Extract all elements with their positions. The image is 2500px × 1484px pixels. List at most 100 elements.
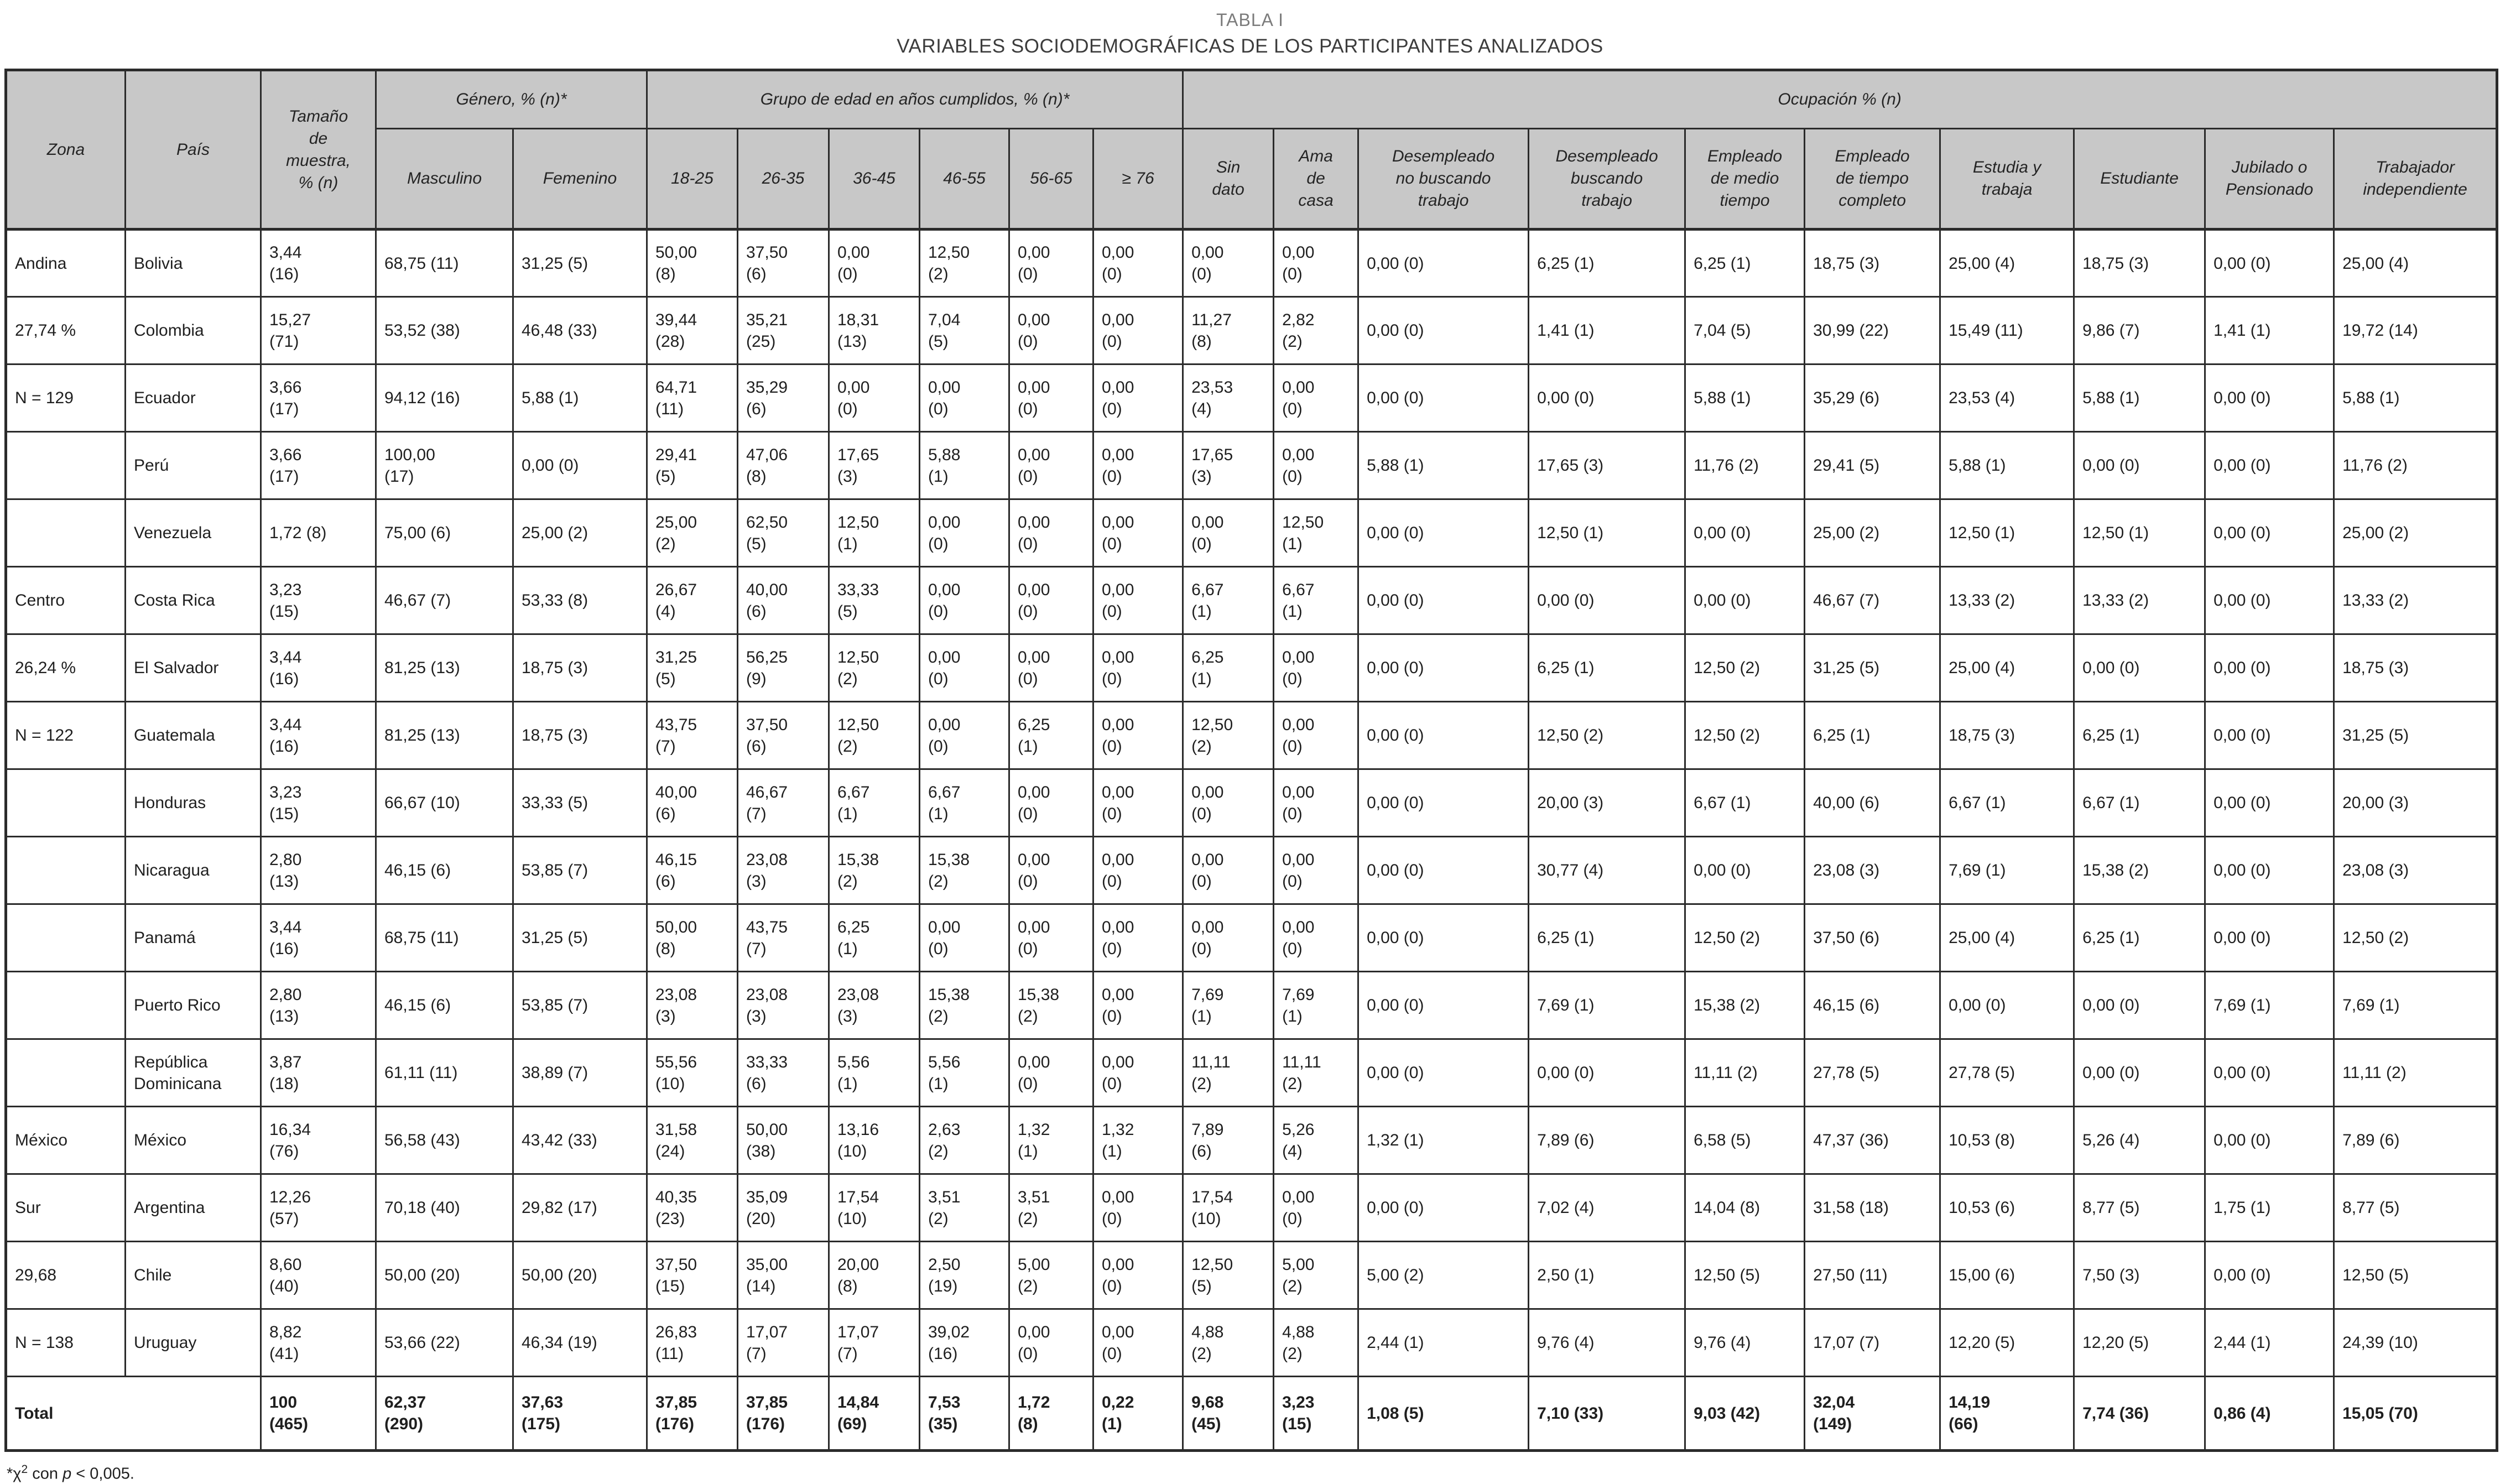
zona-cell: México xyxy=(5,1106,126,1175)
total-value-cell: 0,22 (1) xyxy=(1092,1376,1184,1451)
col-header-edad-4: 56-65 xyxy=(1008,128,1094,230)
value-cell: 53,85 (7) xyxy=(512,971,648,1040)
value-cell: 12,50 (2) xyxy=(919,228,1010,298)
value-cell: 0,00 (0) xyxy=(919,498,1010,567)
value-cell: 5,88 (1) xyxy=(512,363,648,433)
value-cell: 5,26 (4) xyxy=(2073,1106,2206,1175)
value-cell: 37,50 (15) xyxy=(646,1241,738,1310)
value-cell: 9,76 (4) xyxy=(1684,1308,1806,1377)
value-cell: 12,20 (5) xyxy=(2073,1308,2206,1377)
total-value-cell: 0,86 (4) xyxy=(2204,1376,2335,1451)
value-cell: 6,67 (1) xyxy=(1684,768,1806,837)
value-cell: 7,69 (1) xyxy=(1273,971,1360,1040)
value-cell: 12,50 (2) xyxy=(2333,903,2498,972)
value-cell: 0,00 (0) xyxy=(2073,633,2206,702)
value-cell: 6,25 (1) xyxy=(2073,701,2206,770)
value-cell: 0,00 (0) xyxy=(2204,228,2335,298)
value-cell: 10,53 (8) xyxy=(1939,1106,2075,1175)
value-cell: 100,00 (17) xyxy=(375,431,514,500)
value-cell: 0,00 (0) xyxy=(2073,1038,2206,1107)
value-cell: 0,00 (0) xyxy=(1008,903,1094,972)
value-cell: 17,07 (7) xyxy=(737,1308,830,1377)
value-cell: 17,54 (10) xyxy=(1182,1173,1275,1242)
value-cell: 23,08 (3) xyxy=(737,971,830,1040)
value-cell: 0,00 (0) xyxy=(1684,566,1806,635)
value-cell: 6,25 (1) xyxy=(1528,228,1686,298)
value-cell: 0,00 (0) xyxy=(1357,363,1530,433)
value-cell: 81,25 (13) xyxy=(375,633,514,702)
col-header-edad-1: 26-35 xyxy=(737,128,830,230)
value-cell: 6,67 (1) xyxy=(828,768,920,837)
value-cell: 56,58 (43) xyxy=(375,1106,514,1175)
value-cell: 12,50 (5) xyxy=(1684,1241,1806,1310)
value-cell: 47,37 (36) xyxy=(1804,1106,1941,1175)
value-cell: 4,88 (2) xyxy=(1182,1308,1275,1377)
group-header-edad: Grupo de edad en años cumplidos, % (n)* xyxy=(645,69,1184,129)
value-cell: 25,00 (2) xyxy=(512,498,648,567)
value-cell: 0,00 (0) xyxy=(2204,633,2335,702)
value-cell: 8,82 (41) xyxy=(260,1308,377,1377)
value-cell: 27,78 (5) xyxy=(1804,1038,1941,1107)
col-header-genero-0: Masculino xyxy=(375,128,514,230)
value-cell: 0,00 (0) xyxy=(1357,971,1530,1040)
value-cell: 15,00 (6) xyxy=(1939,1241,2075,1310)
value-cell: 0,00 (0) xyxy=(1092,633,1184,702)
table-row: Puerto Rico 2,80 (13) 46,15 (6) 53,85 (7) 23… xyxy=(5,971,2498,1040)
total-value-cell: 9,68 (45) xyxy=(1182,1376,1275,1451)
col-header-ocupacion-8: Jubilado o Pensionado xyxy=(2204,128,2335,230)
value-cell: 17,07 (7) xyxy=(828,1308,920,1377)
value-cell: 0,00 (0) xyxy=(2204,1038,2335,1107)
value-cell: 15,49 (11) xyxy=(1939,296,2075,365)
value-cell: 7,50 (3) xyxy=(2073,1241,2206,1310)
value-cell: 0,00 (0) xyxy=(1684,498,1806,567)
col-header-ocupacion-6: Estudia y trabaja xyxy=(1939,128,2075,230)
value-cell: 1,32 (1) xyxy=(1008,1106,1094,1175)
value-cell: 8,60 (40) xyxy=(260,1241,377,1310)
value-cell: 6,58 (5) xyxy=(1684,1106,1806,1175)
value-cell: 53,33 (8) xyxy=(512,566,648,635)
value-cell: 23,08 (3) xyxy=(1804,836,1941,905)
value-cell: 6,25 (1) xyxy=(1182,633,1275,702)
value-cell: 12,26 (57) xyxy=(260,1173,377,1242)
table-row: Venezuela 1,72 (8) 75,00 (6) 25,00 (2) 25,00… xyxy=(5,498,2498,567)
value-cell: 15,38 (2) xyxy=(2073,836,2206,905)
total-value-cell: 14,84 (69) xyxy=(828,1376,920,1451)
value-cell: 5,88 (1) xyxy=(1357,431,1530,500)
value-cell: 0,00 (0) xyxy=(512,431,648,500)
total-value-cell: 1,72 (8) xyxy=(1008,1376,1094,1451)
value-cell: 7,04 (5) xyxy=(1684,296,1806,365)
value-cell: 0,00 (0) xyxy=(1357,903,1530,972)
value-cell: 20,00 (3) xyxy=(1528,768,1686,837)
col-header-ocupacion-0: Sin dato xyxy=(1182,128,1275,230)
value-cell: 0,00 (0) xyxy=(1008,836,1094,905)
value-cell: 23,53 (4) xyxy=(1182,363,1275,433)
value-cell: 37,50 (6) xyxy=(737,701,830,770)
zona-cell xyxy=(5,1038,126,1107)
value-cell: 23,08 (3) xyxy=(828,971,920,1040)
value-cell: 6,67 (1) xyxy=(1182,566,1275,635)
col-header-genero-1: Femenino xyxy=(512,128,648,230)
value-cell: 3,51 (2) xyxy=(1008,1173,1094,1242)
table-row: Panamá 3,44 (16) 68,75 (11) 31,25 (5) 50,00 … xyxy=(5,903,2498,972)
value-cell: 0,00 (0) xyxy=(2204,498,2335,567)
value-cell: 46,15 (6) xyxy=(375,971,514,1040)
value-cell: 0,00 (0) xyxy=(1357,498,1530,567)
value-cell: 0,00 (0) xyxy=(919,701,1010,770)
pais-cell: Colombia xyxy=(124,296,262,365)
value-cell: 5,56 (1) xyxy=(828,1038,920,1107)
col-header-edad-0: 18-25 xyxy=(646,128,738,230)
value-cell: 26,67 (4) xyxy=(646,566,738,635)
table-row: 27,74 % Colombia 15,27 (71) 53,52 (38) 46,48… xyxy=(5,296,2498,365)
value-cell: 7,02 (4) xyxy=(1528,1173,1686,1242)
table-row: Andina Bolivia 3,44 (16) 68,75 (11) 31,25 (5… xyxy=(5,228,2498,298)
zona-cell xyxy=(5,431,126,500)
value-cell: 61,11 (11) xyxy=(375,1038,514,1107)
value-cell: 46,15 (6) xyxy=(375,836,514,905)
value-cell: 25,00 (4) xyxy=(1939,228,2075,298)
value-cell: 5,88 (1) xyxy=(919,431,1010,500)
value-cell: 0,00 (0) xyxy=(1273,431,1360,500)
value-cell: 17,54 (10) xyxy=(828,1173,920,1242)
value-cell: 14,04 (8) xyxy=(1684,1173,1806,1242)
value-cell: 0,00 (0) xyxy=(2204,566,2335,635)
value-cell: 26,83 (11) xyxy=(646,1308,738,1377)
